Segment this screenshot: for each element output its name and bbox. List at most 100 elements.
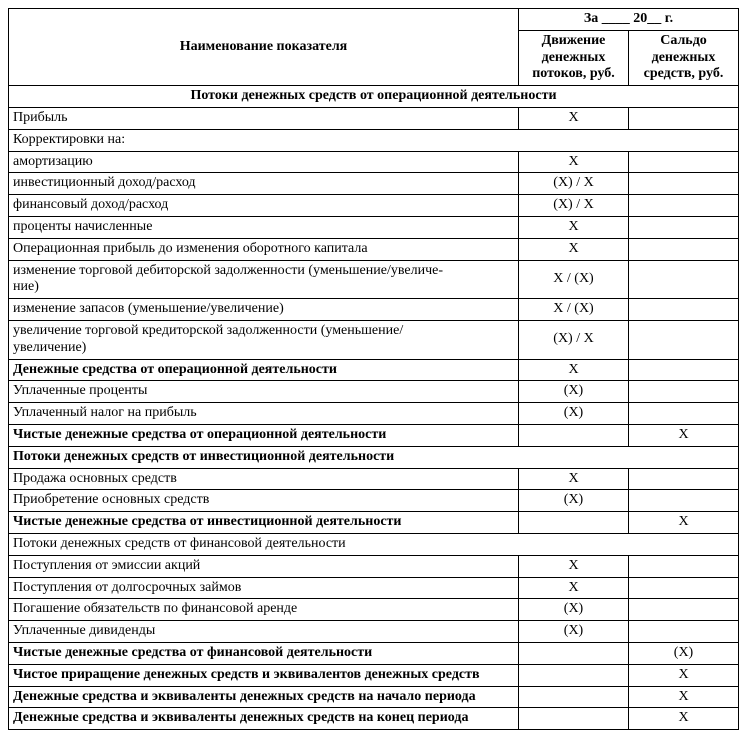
col-flow-header: Движение денежных потоков, руб.	[519, 30, 629, 85]
row-flow	[519, 512, 629, 534]
table-row: Чистые денежные средства от операционной…	[9, 424, 739, 446]
row-flow: X	[519, 216, 629, 238]
row-label: Корректировки на:	[9, 129, 739, 151]
row-balance	[629, 173, 739, 195]
row-flow: (X) / X	[519, 195, 629, 217]
row-flow: (X)	[519, 599, 629, 621]
row-flow: (X)	[519, 381, 629, 403]
period-header: За ____ 20__ г.	[519, 9, 739, 31]
row-label: Чистые денежные средства от инвестиционн…	[9, 512, 519, 534]
cashflow-table: Наименование показателя За ____ 20__ г. …	[8, 8, 739, 730]
row-balance	[629, 260, 739, 299]
table-row: Приобретение основных средств(X)	[9, 490, 739, 512]
row-flow: (X)	[519, 490, 629, 512]
row-flow: X / (X)	[519, 299, 629, 321]
row-label: изменение торговой дебиторской задолженн…	[9, 260, 519, 299]
row-flow: X	[519, 468, 629, 490]
row-balance: X	[629, 664, 739, 686]
row-label: Денежные средства и эквиваленты денежных…	[9, 686, 519, 708]
row-balance	[629, 403, 739, 425]
col-balance-header: Сальдо денежных средств, руб.	[629, 30, 739, 85]
table-row: Уплаченные проценты(X)	[9, 381, 739, 403]
table-row: ПрибыльX	[9, 107, 739, 129]
row-flow: (X) / X	[519, 320, 629, 359]
row-flow	[519, 708, 629, 730]
table-row: изменение торговой дебиторской задолженн…	[9, 260, 739, 299]
row-flow: X	[519, 359, 629, 381]
row-balance: X	[629, 708, 739, 730]
row-balance	[629, 599, 739, 621]
row-flow: X	[519, 577, 629, 599]
row-balance	[629, 381, 739, 403]
table-row: изменение запасов (уменьшение/увеличение…	[9, 299, 739, 321]
row-flow: (X)	[519, 403, 629, 425]
row-balance	[629, 299, 739, 321]
row-label: Потоки денежных средств от инвестиционно…	[9, 446, 739, 468]
row-balance: (X)	[629, 642, 739, 664]
row-balance	[629, 320, 739, 359]
row-label: финансовый доход/расход	[9, 195, 519, 217]
row-balance	[629, 238, 739, 260]
section-header: Потоки денежных средств от операционной …	[9, 86, 739, 108]
row-label: Операционная прибыль до изменения оборот…	[9, 238, 519, 260]
table-row: амортизациюX	[9, 151, 739, 173]
row-balance	[629, 216, 739, 238]
row-balance	[629, 359, 739, 381]
row-balance: X	[629, 424, 739, 446]
table-row: Корректировки на:	[9, 129, 739, 151]
table-row: инвестиционный доход/расход(X) / X	[9, 173, 739, 195]
row-balance	[629, 468, 739, 490]
row-label: инвестиционный доход/расход	[9, 173, 519, 195]
row-flow	[519, 642, 629, 664]
col-name-header: Наименование показателя	[9, 9, 519, 86]
row-balance: X	[629, 686, 739, 708]
row-flow: X	[519, 151, 629, 173]
table-row: Поступления от эмиссии акцийX	[9, 555, 739, 577]
row-label: изменение запасов (уменьшение/увеличение…	[9, 299, 519, 321]
table-row: Чистые денежные средства от финансовой д…	[9, 642, 739, 664]
row-label: Приобретение основных средств	[9, 490, 519, 512]
table-row: Денежные средства и эквиваленты денежных…	[9, 708, 739, 730]
row-label: Чистые денежные средства от операционной…	[9, 424, 519, 446]
table-row: Денежные средства и эквиваленты денежных…	[9, 686, 739, 708]
row-label: Чистое приращение денежных средств и экв…	[9, 664, 519, 686]
row-label: проценты начисленные	[9, 216, 519, 238]
row-label: Уплаченный налог на прибыль	[9, 403, 519, 425]
table-row: Чистое приращение денежных средств и экв…	[9, 664, 739, 686]
table-row: Уплаченные дивиденды(X)	[9, 621, 739, 643]
row-balance: X	[629, 512, 739, 534]
table-row: Поступления от долгосрочных займовX	[9, 577, 739, 599]
table-row: Операционная прибыль до изменения оборот…	[9, 238, 739, 260]
row-balance	[629, 621, 739, 643]
table-row: Чистые денежные средства от инвестиционн…	[9, 512, 739, 534]
row-flow	[519, 686, 629, 708]
row-label: Потоки денежных средств от финансовой де…	[9, 533, 739, 555]
row-label: амортизацию	[9, 151, 519, 173]
row-balance	[629, 195, 739, 217]
row-balance	[629, 151, 739, 173]
row-balance	[629, 107, 739, 129]
row-label: Погашение обязательств по финансовой аре…	[9, 599, 519, 621]
row-flow	[519, 424, 629, 446]
row-label: увеличение торговой кредиторской задолже…	[9, 320, 519, 359]
row-flow: (X)	[519, 621, 629, 643]
row-flow	[519, 664, 629, 686]
row-balance	[629, 490, 739, 512]
row-balance	[629, 577, 739, 599]
row-label: Уплаченные проценты	[9, 381, 519, 403]
table-row: финансовый доход/расход(X) / X	[9, 195, 739, 217]
row-label: Денежные средства и эквиваленты денежных…	[9, 708, 519, 730]
table-body: ПрибыльXКорректировки на:амортизациюXинв…	[9, 107, 739, 729]
row-label: Уплаченные дивиденды	[9, 621, 519, 643]
row-flow: X	[519, 238, 629, 260]
row-label: Прибыль	[9, 107, 519, 129]
row-flow: X	[519, 107, 629, 129]
table-row: проценты начисленныеX	[9, 216, 739, 238]
row-label: Денежные средства от операционной деятел…	[9, 359, 519, 381]
row-flow: X	[519, 555, 629, 577]
table-row: Потоки денежных средств от инвестиционно…	[9, 446, 739, 468]
table-row: увеличение торговой кредиторской задолже…	[9, 320, 739, 359]
table-row: Денежные средства от операционной деятел…	[9, 359, 739, 381]
row-flow: (X) / X	[519, 173, 629, 195]
row-label: Поступления от долгосрочных займов	[9, 577, 519, 599]
